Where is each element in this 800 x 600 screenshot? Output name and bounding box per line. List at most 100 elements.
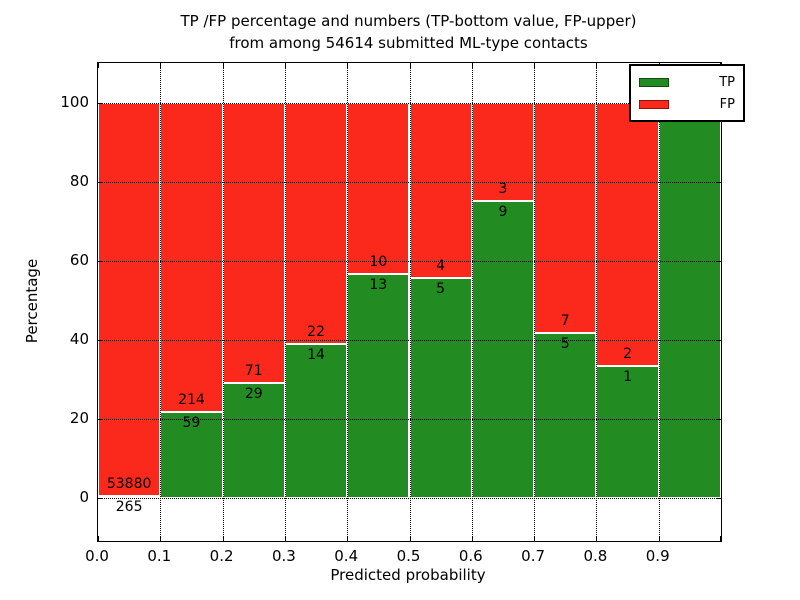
bar-tp-count-label: 5 [560, 335, 570, 352]
bar-tp-segment [347, 274, 410, 498]
y-tick-label: 100 [60, 92, 89, 111]
bar-tp-count-label: 265 [115, 498, 143, 515]
bar-tp-segment [658, 102, 721, 498]
gridline-vertical [596, 63, 598, 541]
bar-fp-count-label: 3 [498, 181, 508, 198]
y-tick-label: 40 [69, 329, 89, 348]
bar-fp-segment [284, 102, 348, 344]
x-tick-mark [160, 536, 162, 541]
gridline-horizontal [98, 339, 721, 341]
bar-fp-count-label: 10 [369, 254, 388, 271]
chart-title-line1: TP /FP percentage and numbers (TP-bottom… [180, 12, 637, 30]
bar-tp-count-label: 13 [369, 277, 388, 294]
x-tick-mark [471, 536, 473, 541]
grid-layer [98, 63, 721, 541]
gridline-horizontal [98, 102, 721, 104]
y-tick-mark [98, 497, 103, 499]
bar-tp-segment [284, 343, 348, 498]
bars-layer [98, 63, 721, 541]
x-tick-mark [347, 536, 349, 541]
x-tick-mark [720, 536, 721, 541]
y-tick-mark [716, 181, 721, 183]
gridline-vertical [222, 63, 224, 541]
x-tick-mark [534, 63, 536, 68]
gridline-horizontal [98, 497, 721, 499]
bar-tp-segment [222, 382, 285, 498]
x-tick-label: 0.2 [209, 547, 234, 565]
x-tick-mark [409, 63, 411, 68]
x-tick-label: 0.6 [458, 547, 483, 565]
tp-color-swatch-icon [639, 77, 669, 87]
fp-color-swatch-icon [639, 99, 669, 109]
gridline-horizontal [98, 260, 721, 262]
bar-fp-count-label: 2 [623, 345, 633, 362]
bar-fp-segment [471, 102, 535, 202]
y-tick-label: 60 [69, 250, 89, 269]
y-tick-mark [98, 418, 103, 420]
gridline-vertical [347, 63, 349, 541]
gridline-horizontal [98, 181, 721, 183]
x-tick-mark [409, 536, 411, 541]
plot-area: 5388026521459712922141013453975211 [97, 62, 722, 542]
bar-tp-count-label: 5 [436, 281, 446, 298]
bar-tp-count-label: 1 [623, 368, 633, 385]
y-tick-mark [98, 339, 103, 341]
y-tick-mark [716, 260, 721, 262]
y-tick-label: 20 [69, 408, 89, 427]
x-tick-mark [222, 63, 224, 68]
x-tick-mark [347, 63, 349, 68]
bar-tp-count-label: 14 [307, 346, 325, 363]
legend-item-tp: TP [639, 71, 735, 93]
y-tick-mark [716, 418, 721, 420]
bar-fp-count-label: 214 [178, 392, 205, 409]
bar-fp-count-label: 4 [436, 258, 446, 275]
x-tick-mark [98, 536, 99, 541]
y-tick-label: 0 [79, 487, 89, 506]
legend: TP FP [629, 64, 745, 122]
bar-fp-segment [596, 102, 659, 366]
x-tick-mark [160, 63, 162, 68]
y-tick-mark [716, 497, 721, 499]
y-tick-mark [98, 181, 103, 183]
bar-tp-segment [98, 495, 161, 498]
gridline-horizontal [98, 418, 721, 420]
gridline-vertical [471, 63, 473, 541]
bar-tp-segment [534, 332, 597, 498]
bar-fp-segment [98, 102, 161, 496]
x-tick-label: 0.3 [271, 547, 296, 565]
x-tick-label: 0.1 [147, 547, 172, 565]
x-axis-label: Predicted probability [330, 566, 486, 584]
x-tick-label: 0.5 [396, 547, 421, 565]
y-tick-mark [98, 102, 103, 104]
bar-tp-segment [596, 365, 659, 498]
x-tick-label: 0.8 [583, 547, 608, 565]
x-tick-mark [596, 536, 598, 541]
gridline-vertical [409, 63, 411, 541]
bar-fp-count-label: 71 [244, 362, 263, 379]
x-tick-mark [658, 536, 660, 541]
x-tick-mark [284, 536, 286, 541]
bar-tp-count-label: 29 [244, 385, 263, 402]
y-tick-mark [98, 260, 103, 262]
bar-labels-layer: 5388026521459712922141013453975211 [98, 63, 721, 541]
y-tick-label: 80 [69, 171, 89, 190]
gridline-vertical [160, 63, 162, 541]
legend-label-fp: FP [719, 96, 735, 112]
gridline-vertical [284, 63, 286, 541]
x-tick-label: 0.9 [645, 547, 670, 565]
chart-title-line2: from among 54614 submitted ML-type conta… [229, 34, 588, 52]
bar-fp-segment [534, 102, 597, 333]
x-tick-mark [534, 536, 536, 541]
bar-fp-segment [160, 102, 223, 413]
bar-fp-count-label: 7 [560, 312, 570, 329]
bar-tp-count-label: 9 [498, 204, 508, 221]
gridline-vertical [534, 63, 536, 541]
bar-tp-count-label: 59 [182, 415, 201, 432]
x-tick-mark [596, 63, 598, 68]
y-tick-mark [716, 339, 721, 341]
x-tick-label: 0.7 [521, 547, 546, 565]
bar-fp-count-label: 53880 [106, 475, 152, 492]
x-tick-mark [222, 536, 224, 541]
x-tick-label: 0.4 [334, 547, 359, 565]
